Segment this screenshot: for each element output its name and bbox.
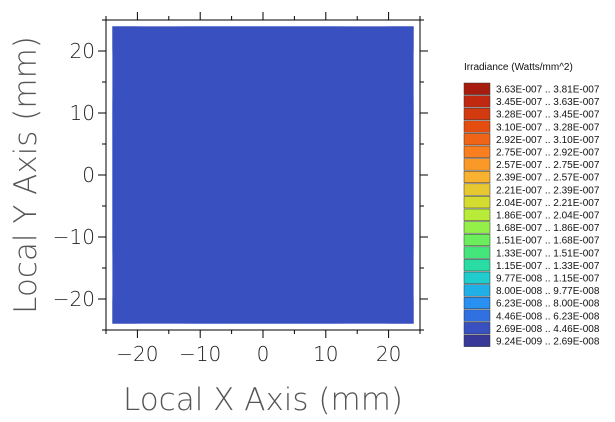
x-axis-ticks: −20 −10 0 10 20 xyxy=(105,12,421,366)
legend-label: 1.15E-007 .. 1.33E-007 xyxy=(496,261,600,272)
legend-swatch xyxy=(463,107,491,121)
legend-swatch xyxy=(463,246,491,259)
legend-swatch xyxy=(463,133,491,146)
legend-label: 3.63E-007 .. 3.81E-007 xyxy=(496,85,600,96)
legend-swatch xyxy=(463,158,491,171)
x-tick-label: 0 xyxy=(257,342,270,366)
legend-swatch xyxy=(463,271,491,284)
legend-label: 9.77E-008 .. 1.15E-007 xyxy=(496,274,600,285)
y-axis-ticks: −20 −10 0 10 20 xyxy=(53,19,428,331)
x-tick-label: −10 xyxy=(179,342,221,366)
legend-label: 6.23E-008 .. 8.00E-008 xyxy=(496,299,600,310)
legend-swatch xyxy=(463,309,491,322)
legend-label: 2.04E-007 .. 2.21E-007 xyxy=(496,198,600,209)
legend-label: 8.00E-008 .. 9.77E-008 xyxy=(496,286,600,297)
legend-swatch xyxy=(463,95,491,108)
legend-swatch xyxy=(463,170,491,184)
legend-label: 2.69E-008 .. 4.46E-008 xyxy=(496,324,600,335)
y-tick-label: 20 xyxy=(70,39,95,63)
legend-label: 3.10E-007 .. 3.28E-007 xyxy=(496,122,600,133)
legend-label: 1.51E-007 .. 1.68E-007 xyxy=(496,236,600,247)
legend-swatch xyxy=(463,145,491,158)
heat-region-bg xyxy=(112,26,414,324)
x-tick-label: 10 xyxy=(313,342,338,366)
legend-swatch xyxy=(463,322,491,335)
legend-label: 1.33E-007 .. 1.51E-007 xyxy=(496,248,600,259)
legend-label: 1.86E-007 .. 2.04E-007 xyxy=(496,211,600,222)
legend-swatch xyxy=(463,284,491,297)
legend-swatch xyxy=(463,120,491,133)
legend-label: 2.39E-007 .. 2.57E-007 xyxy=(496,173,600,184)
legend-swatch xyxy=(463,183,491,196)
legend-label: 3.45E-007 .. 3.63E-007 xyxy=(496,97,600,108)
y-tick-label: −10 xyxy=(53,225,95,249)
legend-swatch xyxy=(463,221,491,234)
legend-swatch xyxy=(463,296,491,310)
legend-label: 1.68E-007 .. 1.86E-007 xyxy=(496,223,600,234)
y-tick-label: −20 xyxy=(53,287,95,311)
legend-label: 2.75E-007 .. 2.92E-007 xyxy=(496,148,600,159)
legend-swatch xyxy=(463,208,491,221)
legend-label: 4.46E-008 .. 6.23E-008 xyxy=(496,311,600,322)
y-axis-label: Local Y Axis (mm) xyxy=(8,36,44,314)
x-axis-label: Local X Axis (mm) xyxy=(123,382,403,418)
x-tick-label: 20 xyxy=(376,342,401,366)
legend-swatch xyxy=(463,233,491,247)
legend-label: 2.92E-007 .. 3.10E-007 xyxy=(496,135,600,146)
legend-label: 2.57E-007 .. 2.75E-007 xyxy=(496,160,600,171)
legend-swatch xyxy=(463,82,491,95)
legend: Irradiance (Watts/mm^2) 3.63E-007 .. 3.8… xyxy=(463,62,600,348)
legend-label: 2.21E-007 .. 2.39E-007 xyxy=(496,185,600,196)
y-tick-label: 10 xyxy=(70,101,95,125)
legend-label: 9.24E-009 .. 2.69E-008 xyxy=(496,337,600,348)
x-tick-label: −20 xyxy=(116,342,158,366)
legend-label: 3.28E-007 .. 3.45E-007 xyxy=(496,110,600,121)
legend-swatch xyxy=(463,259,491,272)
legend-title: Irradiance (Watts/mm^2) xyxy=(464,62,573,73)
legend-swatch xyxy=(463,196,491,209)
heatmap-image xyxy=(106,20,420,330)
legend-swatch xyxy=(463,334,491,347)
y-tick-label: 0 xyxy=(82,163,95,187)
